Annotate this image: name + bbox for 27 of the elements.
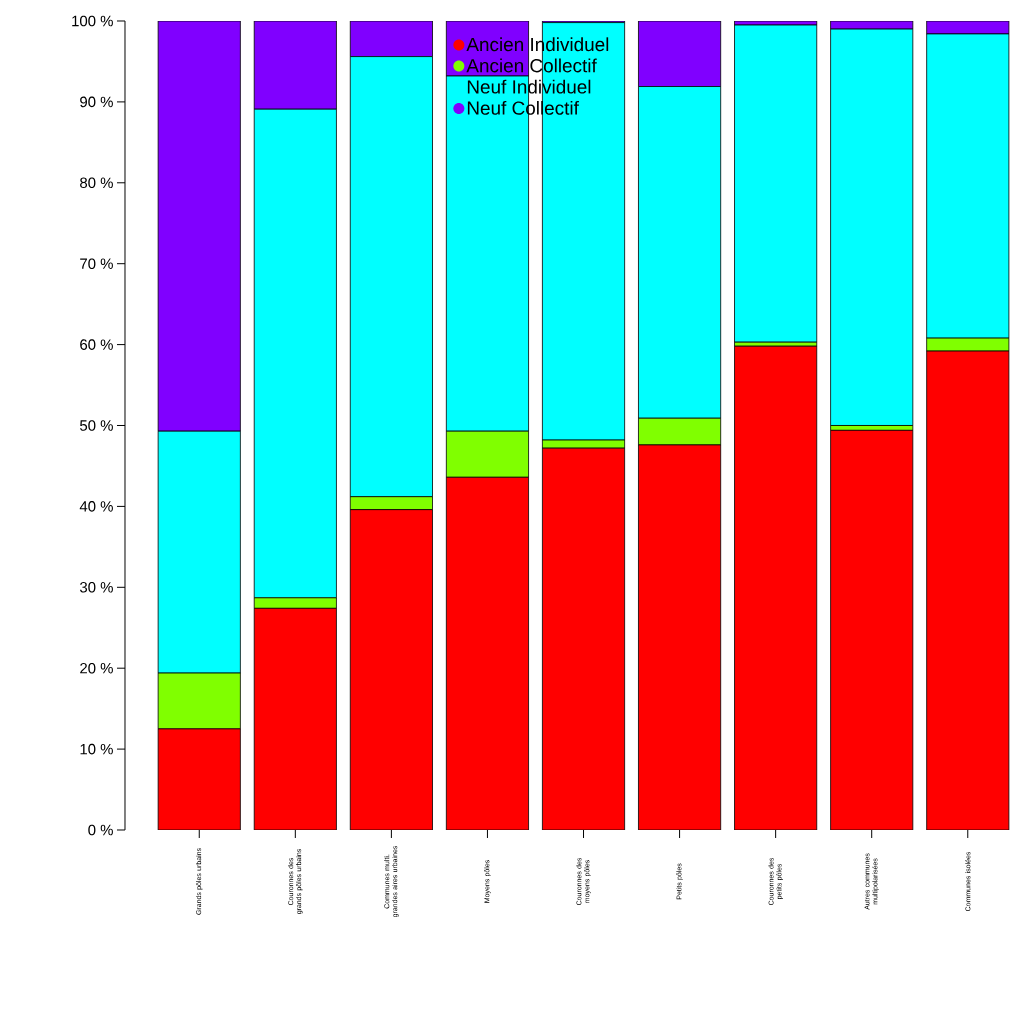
bar [926, 350, 1010, 830]
bar [157, 20, 241, 432]
bar [349, 20, 433, 57]
y-tick-label: 60 % [80, 339, 113, 350]
y-tick-label: 50 % [80, 420, 113, 431]
bar [446, 477, 529, 830]
bar [253, 20, 337, 110]
y-tick-label: 10 % [80, 743, 113, 755]
bar [158, 728, 241, 830]
bar [638, 20, 722, 87]
y-tick-label: 20 % [80, 662, 113, 674]
y-tick-label: 30 % [79, 582, 113, 593]
bar [445, 20, 529, 77]
bar [350, 509, 433, 830]
bar [542, 448, 625, 830]
bar [734, 24, 818, 343]
y-tick-label: 0 % [88, 824, 113, 836]
bar [830, 28, 914, 426]
y-tick-label: 100 % [72, 15, 113, 27]
bar [254, 608, 337, 830]
bar [830, 430, 913, 830]
y-tick-label: 70 % [80, 258, 113, 269]
bar [638, 444, 721, 830]
y-tick-label: 80 % [80, 177, 113, 189]
bar [734, 346, 817, 830]
y-tick-label: 40 % [79, 501, 113, 512]
y-tick-label: 90 % [80, 96, 113, 108]
